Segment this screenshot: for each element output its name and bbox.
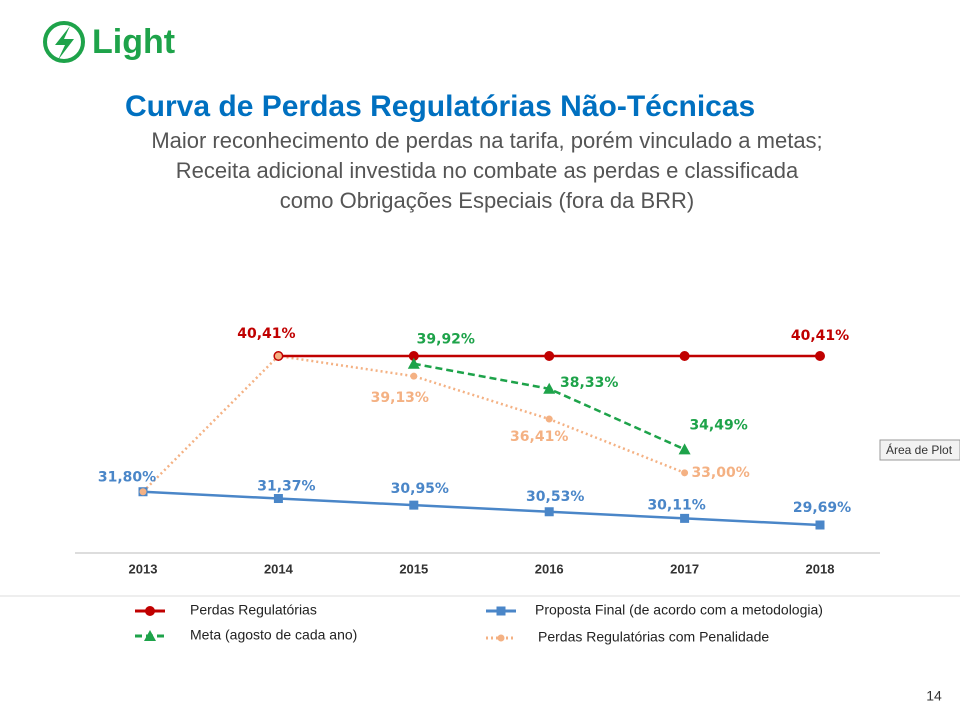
marker xyxy=(815,351,825,361)
x-tick-label: 2015 xyxy=(399,561,428,576)
value-label: 31,37% xyxy=(257,479,315,495)
logo-bolt xyxy=(55,26,74,60)
value-label: 39,92% xyxy=(417,332,475,348)
value-label: 34,49% xyxy=(689,417,747,433)
legend-label: Proposta Final (de acordo com a metodolo… xyxy=(535,602,823,618)
value-label: 30,11% xyxy=(647,497,705,513)
subtitle: como Obrigações Especiais (fora da BRR) xyxy=(280,188,695,213)
marker xyxy=(407,357,420,369)
marker xyxy=(139,488,147,496)
x-tick-label: 2016 xyxy=(535,561,564,576)
value-label: 31,80% xyxy=(98,470,156,486)
marker xyxy=(408,351,419,361)
marker xyxy=(274,352,282,360)
legend-label: Perdas Regulatórias xyxy=(190,602,317,618)
logo-ring xyxy=(43,21,85,63)
marker xyxy=(543,382,556,394)
logo-text: Light xyxy=(92,23,175,61)
page-number: 14 xyxy=(926,688,942,704)
value-label: 39,13% xyxy=(371,390,429,406)
marker xyxy=(678,443,691,455)
marker xyxy=(410,372,418,380)
value-label: 29,69% xyxy=(793,500,851,516)
legend-label: Perdas Regulatórias com Penalidade xyxy=(538,629,769,645)
tooltip: Área de Plot xyxy=(886,442,953,457)
legend-marker xyxy=(144,630,156,641)
value-label: 36,41% xyxy=(510,429,568,445)
x-tick-label: 2014 xyxy=(264,561,294,576)
x-tick-label: 2018 xyxy=(806,561,835,576)
marker xyxy=(681,469,689,477)
title: Curva de Perdas Regulatórias Não-Técnica… xyxy=(125,90,755,123)
marker xyxy=(544,507,554,517)
value-label: 30,53% xyxy=(526,489,584,505)
x-tick-label: 2017 xyxy=(670,561,699,576)
marker xyxy=(679,351,690,361)
value-label: 40,41% xyxy=(237,326,295,342)
marker xyxy=(409,500,419,510)
legend-label: Meta (agosto de cada ano) xyxy=(190,627,357,643)
marker xyxy=(815,520,825,530)
x-tick-label: 2013 xyxy=(129,561,158,576)
marker xyxy=(273,494,283,504)
value-label: 30,95% xyxy=(391,481,449,497)
legend-marker xyxy=(145,606,155,616)
tooltip-box xyxy=(879,439,960,461)
series-line xyxy=(142,490,821,527)
logo: Light xyxy=(43,21,175,63)
legend-marker xyxy=(496,606,506,616)
value-label: 38,33% xyxy=(560,375,618,391)
marker xyxy=(545,415,553,423)
value-label: 40,41% xyxy=(791,328,849,344)
marker xyxy=(544,351,555,361)
legend-marker xyxy=(497,634,505,642)
subtitle: Maior reconhecimento de perdas na tarifa… xyxy=(151,128,822,153)
marker xyxy=(680,513,690,523)
value-label: 33,00% xyxy=(691,465,749,481)
subtitle: Receita adicional investida no combate a… xyxy=(176,158,799,183)
